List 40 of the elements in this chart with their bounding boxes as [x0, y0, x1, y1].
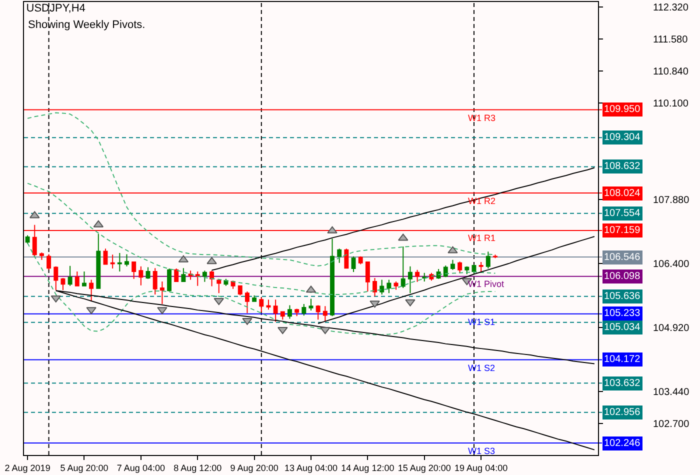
y-tick-label: 104.920 — [653, 322, 690, 334]
y-tick-label: 102.700 — [653, 418, 690, 430]
ref-line-label: 109.304 — [604, 132, 641, 143]
x-tick-label: 5 Aug 20:00 — [60, 462, 108, 473]
y-tick-label: 103.440 — [653, 386, 690, 398]
x-tick-label: 15 Aug 20:00 — [398, 462, 451, 473]
ref-line-label: 109.950 — [604, 104, 641, 115]
annotation: W1 S2 — [468, 363, 496, 373]
ref-line-label: 108.632 — [604, 161, 641, 172]
ref-line-label: 107.554 — [604, 208, 641, 219]
y-tick-label: 106.400 — [653, 258, 690, 270]
x-tick-label: 8 Aug 12:00 — [174, 462, 222, 473]
x-tick-label: 19 Aug 04:00 — [454, 462, 508, 473]
y-tick-label: 110.840 — [653, 66, 689, 78]
ref-line-label: 105.636 — [604, 291, 641, 302]
chart-title: USDJPY,H4 — [26, 2, 86, 15]
x-tick-label: 7 Aug 04:00 — [116, 462, 165, 473]
ref-line-label: 103.632 — [604, 378, 641, 389]
ref-line-label: 108.024 — [604, 188, 641, 199]
annotation: W1 S1 — [468, 317, 496, 327]
annotation: W1 R1 — [468, 233, 496, 243]
text: Showing Weekly Pivots. — [28, 19, 146, 31]
ref-line-label: 104.172 — [604, 354, 641, 365]
x-tick-label: 13 Aug 04:00 — [284, 462, 338, 473]
ref-line-label: 105.233 — [604, 308, 641, 319]
ref-line-label: 106.546 — [604, 252, 641, 263]
ref-line-label: 102.246 — [604, 438, 641, 449]
y-tick-label: 112.320 — [653, 2, 689, 14]
ref-line-label: 102.956 — [604, 407, 641, 418]
y-tick-label: 110.100 — [653, 98, 689, 110]
ref-line-label: 107.159 — [604, 225, 641, 236]
x-tick-label: 9 Aug 20:00 — [230, 462, 278, 473]
ref-line-label: 105.034 — [604, 322, 641, 333]
x-tick-label: 2 Aug 2019 — [4, 462, 50, 473]
x-tick-label: 14 Aug 12:00 — [341, 462, 394, 473]
y-tick-label: 107.880 — [653, 194, 690, 206]
ref-line-label: 106.098 — [604, 271, 641, 282]
annotation: W1 R3 — [468, 113, 496, 123]
annotation: W1 S3 — [468, 446, 496, 456]
y-tick-label: 111.580 — [653, 34, 688, 46]
